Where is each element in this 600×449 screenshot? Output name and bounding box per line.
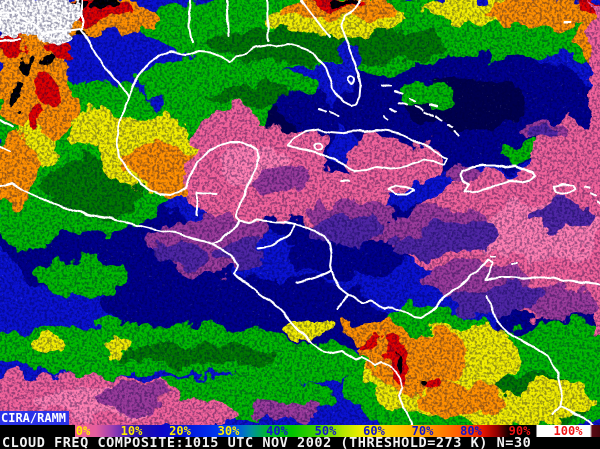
cuba-coast	[287, 129, 449, 172]
colorbar-tick: 60%	[363, 424, 385, 438]
isle-of-youth	[313, 141, 323, 151]
caption-bar: CLOUD FREQ COMPOSITE:1015 UTC NOV 2002 (…	[0, 435, 600, 449]
colorbar-tick: 40%	[266, 424, 288, 438]
caption-text: CLOUD FREQ COMPOSITE:1015 UTC NOV 2002 (…	[2, 435, 532, 449]
puertorico-coast	[553, 183, 576, 194]
lesser-antilles-dashes	[489, 186, 600, 264]
mexico-centralamerica-coast	[116, 51, 484, 319]
pacific-coast	[0, 182, 412, 425]
florida-keys-dashes	[319, 109, 339, 116]
state-borders	[0, 0, 331, 98]
colorbar-tick: 20%	[169, 424, 191, 438]
bahamas-dashes	[380, 84, 460, 137]
lake-okeechobee	[347, 75, 357, 85]
noise-light-overlay	[0, 0, 600, 425]
baja-coast-lines	[0, 119, 13, 152]
colorbar-tick: 80%	[460, 424, 482, 438]
colorbar-tick: 0%	[75, 424, 91, 438]
colorbar-tick: 70%	[411, 424, 434, 438]
colorbar-tick: 90%	[508, 424, 531, 438]
centralamerica-borders	[196, 192, 349, 309]
colorbar-tick: 30%	[217, 424, 240, 438]
colorbar-gradient	[75, 425, 600, 437]
credit-watermark: CIRA/RAMM	[0, 411, 70, 425]
colorbar-tick: 50%	[314, 424, 337, 438]
coastlines-borders	[0, 0, 600, 425]
jamaica-coast	[387, 185, 415, 196]
colorbar: 0% 10% 20% 30% 40% 50% 60% 70% 80% 90% 100%	[0, 425, 600, 437]
southamerica-borders	[486, 296, 593, 425]
venezuela-coast	[482, 259, 600, 286]
map-canvas	[0, 0, 600, 425]
hispaniola-coast	[459, 164, 537, 194]
colorbar-tick: 100%	[553, 424, 583, 438]
colorbar-tick: 10%	[120, 424, 143, 438]
us-gulf-atlantic-coast	[169, 0, 362, 106]
